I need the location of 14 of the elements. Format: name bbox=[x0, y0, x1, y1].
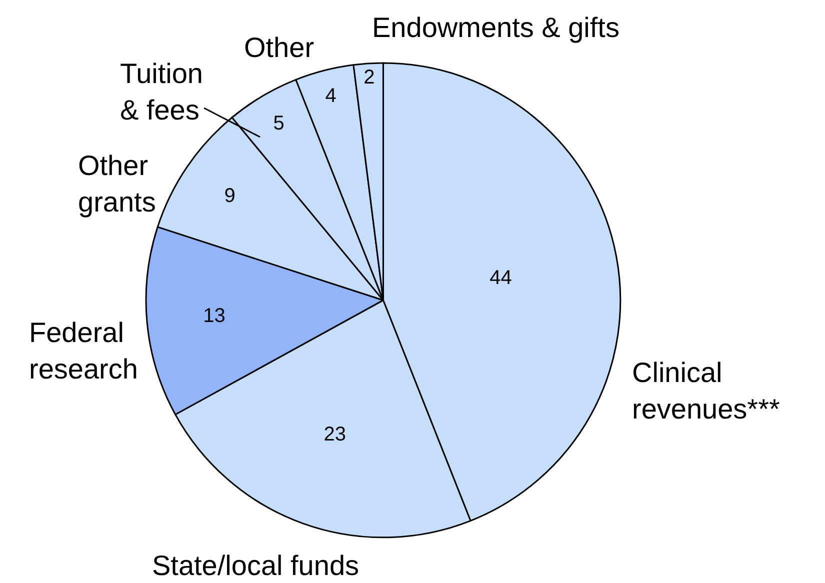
data-label: 23 bbox=[324, 424, 346, 446]
slice-label: Other grants bbox=[78, 150, 156, 218]
slice-label: State/local funds bbox=[152, 550, 360, 581]
data-label: 4 bbox=[325, 85, 336, 108]
slice-label: Tuition & fees bbox=[120, 58, 204, 126]
slice-label: Federal research bbox=[29, 317, 138, 384]
data-label: 5 bbox=[273, 112, 284, 135]
slice-label: Other bbox=[244, 32, 314, 63]
slice-label: Clinical revenues*** bbox=[632, 357, 780, 424]
data-label: 2 bbox=[364, 66, 375, 89]
data-label: 9 bbox=[224, 185, 236, 208]
data-label: 44 bbox=[490, 266, 512, 289]
data-label: 13 bbox=[203, 305, 226, 328]
slice-label: Endowments & gifts bbox=[372, 12, 620, 43]
